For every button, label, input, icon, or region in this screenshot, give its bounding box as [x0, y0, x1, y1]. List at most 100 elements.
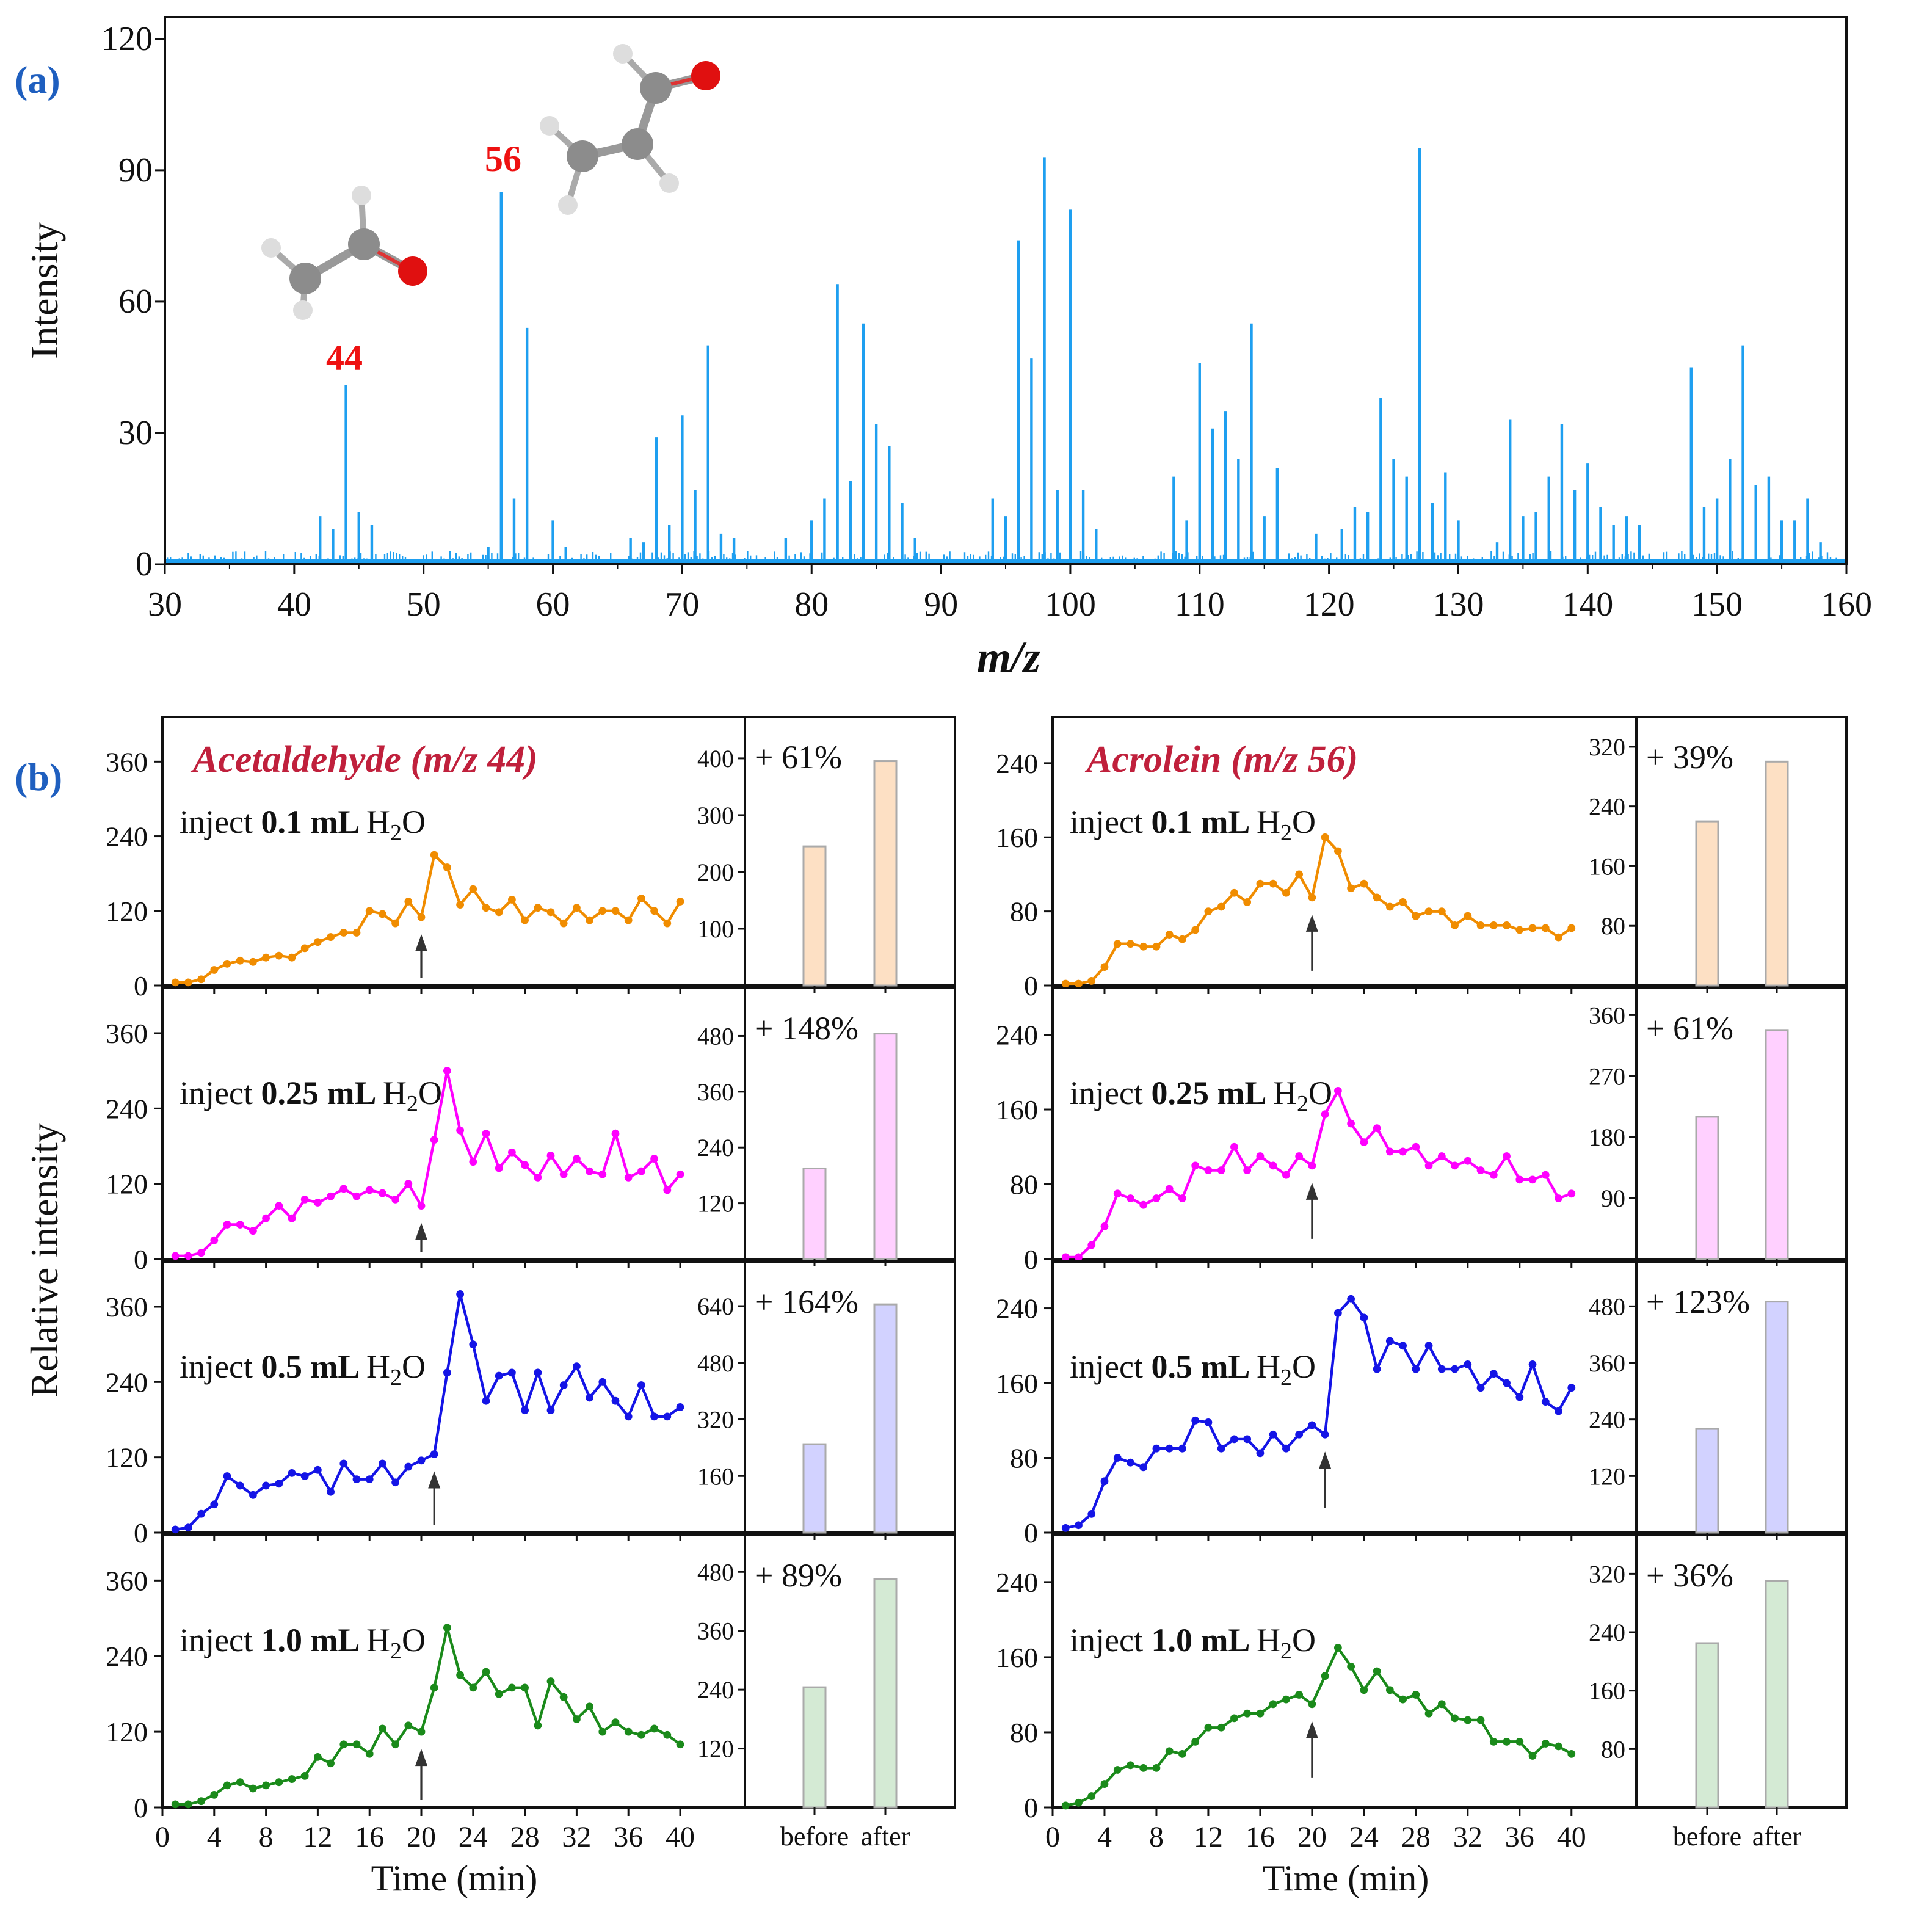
data-point-t28	[521, 1683, 529, 1692]
data-point-t5	[223, 959, 231, 968]
panel-frame	[1051, 716, 1848, 987]
bar-y-tick-label: 80	[1601, 1735, 1625, 1763]
data-point-t18	[391, 1740, 399, 1749]
data-point-t24	[1360, 1138, 1368, 1147]
x-tick-label: 12	[1194, 1821, 1223, 1853]
data-point-t39	[663, 1412, 672, 1421]
data-point-t29	[1424, 1161, 1433, 1170]
data-point-t15	[1243, 1709, 1252, 1718]
data-point-t5	[223, 1781, 231, 1790]
data-point-t1	[171, 1525, 180, 1534]
inject-label: inject 0.25 mL H2O	[1070, 1075, 1332, 1117]
data-point-t7	[1139, 1200, 1148, 1209]
data-point-t19	[1295, 1430, 1304, 1439]
data-point-t17	[1269, 1700, 1277, 1709]
data-point-t31	[559, 1170, 568, 1178]
x-tick-label: 32	[562, 1821, 591, 1853]
data-point-t25	[1373, 1124, 1381, 1133]
data-point-t28	[521, 916, 529, 924]
panel-frame	[161, 1534, 956, 1809]
bar-y-tick-label: 480	[697, 1558, 734, 1586]
data-point-t2	[1075, 1521, 1083, 1530]
x-tick-label: 20	[1297, 1821, 1327, 1853]
data-point-t38	[650, 1155, 658, 1163]
data-point-t19	[404, 1180, 413, 1188]
data-point-t21	[430, 851, 438, 859]
bar-y-tick-label: 300	[697, 802, 734, 829]
data-point-t39	[1555, 1194, 1562, 1202]
x-tick-label: 160	[1821, 586, 1872, 623]
data-point-t26	[1385, 1147, 1394, 1156]
data-point-t16	[1256, 879, 1265, 888]
data-point-t36	[1515, 1393, 1524, 1401]
data-point-t20	[1308, 1161, 1316, 1170]
x-tick-label: 40	[666, 1821, 695, 1853]
data-point-t31	[1451, 1161, 1459, 1170]
data-point-t26	[1385, 1337, 1394, 1345]
data-point-t30	[546, 1677, 555, 1685]
data-point-t30	[1437, 1365, 1446, 1373]
data-point-t31	[1451, 1714, 1459, 1723]
mass-spectrum-panel: 30 40 50 60 70 80 90 100 110 120 130 140 150 16003060…	[101, 16, 1872, 623]
data-point-t37	[1528, 1360, 1537, 1368]
data-point-t37	[637, 1730, 645, 1739]
data-point-t22	[443, 863, 451, 871]
data-point-t9	[1165, 1444, 1174, 1453]
acrolein-panel-1-0-mL: 0 80 160 240 0 4 8 12 16 20 24 28 32 36 40 inject 1.0 m…	[996, 1534, 1848, 1853]
data-point-t13	[1217, 1444, 1225, 1453]
x-tick-label: 4	[207, 1821, 222, 1853]
injection-arrow-icon	[1319, 1451, 1332, 1508]
panel-frame	[1051, 1534, 1848, 1809]
data-point-t10	[1178, 935, 1186, 943]
data-point-t23	[1347, 1119, 1355, 1128]
data-point-t27	[1399, 1342, 1407, 1350]
data-point-t27	[508, 1148, 516, 1157]
data-point-t14	[339, 1459, 348, 1468]
percent-change-label: + 39%	[1646, 739, 1733, 775]
data-point-t39	[663, 1730, 672, 1739]
x-tick-label: 40	[277, 586, 311, 623]
data-point-t30	[546, 908, 555, 917]
data-point-t15	[352, 1192, 361, 1200]
data-point-t13	[327, 1192, 335, 1200]
x-tick-label: 36	[614, 1821, 643, 1853]
panel-frame	[161, 716, 956, 987]
acrolein-panel-0-25-mL: 0 80 160 240 inject 0.25 mL H2O 90 180 270 360 + …	[996, 987, 1848, 1275]
data-point-t33	[1476, 1716, 1485, 1724]
data-point-t24	[469, 1683, 477, 1692]
data-point-t6	[236, 1778, 244, 1787]
data-point-t38	[1541, 1398, 1550, 1406]
data-point-t24	[469, 885, 477, 893]
data-point-t40	[676, 1740, 684, 1749]
data-point-t24	[469, 1340, 477, 1349]
y-tick-label: 120	[101, 20, 153, 58]
bar-after	[873, 1033, 898, 1260]
data-point-t22	[1334, 847, 1342, 855]
data-point-t3	[197, 1509, 205, 1518]
data-point-t22	[443, 1624, 451, 1632]
bar-before	[802, 1167, 827, 1260]
acetaldehyde-panel-0-25-mL: 0 120 240 360 inject 0.25 mL H2O 120 240 360 480…	[106, 987, 956, 1275]
data-point-t13	[1217, 1723, 1225, 1732]
data-point-t5	[1113, 1454, 1122, 1462]
data-point-t10	[288, 953, 296, 962]
y-tick-label: 240	[996, 1567, 1038, 1598]
data-point-t32	[573, 904, 581, 912]
data-point-t9	[275, 1480, 283, 1488]
bar-after	[1765, 760, 1789, 987]
acetaldehyde-panel-0-1-mL: 0 120 240 360 inject 0.1 mL H2O 100 200 300 400 +…	[106, 716, 956, 1001]
x-tick-label: 0	[155, 1821, 170, 1853]
inject-label: inject 1.0 mL H2O	[1070, 1622, 1316, 1664]
molecule-structures	[261, 44, 720, 320]
bar-before	[1695, 1642, 1719, 1809]
data-point-t12	[314, 1753, 322, 1761]
y-tick-label: 80	[1010, 1169, 1038, 1200]
data-point-t11	[300, 1472, 309, 1480]
data-point-t40	[1567, 1189, 1576, 1198]
bar-y-tick-label: 360	[1589, 1001, 1625, 1029]
data-point-t10	[1178, 1194, 1186, 1202]
data-point-t8	[1152, 1764, 1161, 1772]
injection-arrow-icon	[1305, 914, 1318, 971]
data-point-t17	[379, 1189, 386, 1197]
